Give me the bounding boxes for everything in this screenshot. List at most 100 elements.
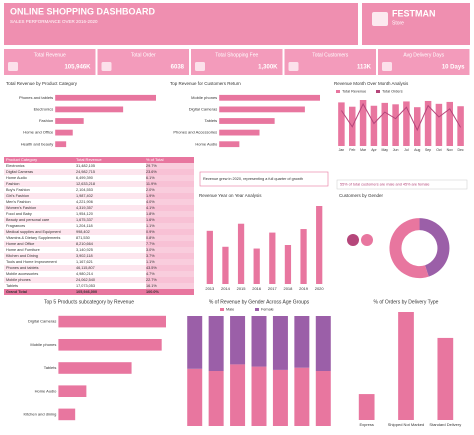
y-tick-label: Electronics bbox=[34, 106, 54, 111]
table-cell: 12,633,218 bbox=[76, 182, 95, 186]
bar bbox=[222, 246, 229, 284]
x-tick-label: 2014 bbox=[221, 286, 231, 291]
table-row-bg bbox=[4, 259, 194, 265]
table-pct-cell bbox=[146, 187, 194, 193]
bar bbox=[219, 118, 275, 124]
kpi-card bbox=[191, 49, 283, 75]
table-pct-cell bbox=[146, 277, 194, 283]
table-cell: Mobile accessories bbox=[6, 272, 38, 276]
table-header: Product Category bbox=[6, 157, 37, 162]
bar bbox=[381, 102, 388, 146]
table-cell: 1,954,120 bbox=[76, 212, 93, 216]
kpi-icon bbox=[382, 62, 392, 71]
kpi-card bbox=[284, 49, 376, 75]
table-pct-cell bbox=[146, 169, 194, 175]
table-cell: Fashion bbox=[6, 182, 20, 186]
bar bbox=[219, 141, 240, 148]
chart-title: Top 5 Products subcategory by Revenue bbox=[44, 299, 134, 305]
table-pct-cell bbox=[146, 265, 194, 271]
table-row-bg bbox=[4, 217, 194, 223]
table-row-bg bbox=[4, 265, 194, 271]
table-cell: 4,221,906 bbox=[76, 200, 93, 204]
table-pct-cell bbox=[146, 217, 194, 223]
bar-segment bbox=[208, 371, 224, 426]
kpi-label: Total Shopping Fee bbox=[215, 52, 258, 58]
table-cell: 6.1% bbox=[146, 176, 155, 180]
bar-segment bbox=[187, 316, 203, 369]
annotation-box bbox=[336, 179, 468, 190]
bar bbox=[437, 337, 454, 420]
table-cell: 4,980,214 bbox=[76, 272, 93, 276]
chart-title: Top Revenue for Customers Return bbox=[170, 81, 241, 86]
table-cell: 1.6% bbox=[146, 218, 155, 222]
kpi-card bbox=[378, 49, 470, 75]
table-cell: Home and Furniture bbox=[6, 248, 40, 252]
x-tick-label: May bbox=[381, 148, 388, 152]
y-tick-label: Health and beauty bbox=[21, 141, 53, 146]
y-tick-label: Home Audio bbox=[195, 141, 218, 146]
table-row-bg bbox=[4, 211, 194, 217]
bar bbox=[253, 248, 260, 284]
x-tick-label: 2013 bbox=[205, 286, 215, 291]
legend-swatch bbox=[220, 308, 224, 311]
table-cell: Fragrances bbox=[6, 224, 25, 228]
table-cell: 105,946,000 bbox=[76, 290, 97, 294]
table-cell: 31,482,105 bbox=[76, 164, 95, 168]
x-tick-label: 2020 bbox=[315, 286, 325, 291]
annotation: Revenue grew in 2020, representing a ful… bbox=[203, 177, 303, 181]
bar-segment bbox=[230, 364, 246, 426]
x-tick-label: Mar bbox=[360, 148, 367, 152]
table-pct-cell bbox=[146, 211, 194, 217]
table-cell: 2.0% bbox=[146, 188, 155, 192]
bar bbox=[316, 206, 323, 284]
table-row-bg bbox=[4, 205, 194, 211]
table-header: Total Revenue bbox=[76, 157, 102, 162]
bar bbox=[358, 394, 375, 420]
table-row-bg bbox=[4, 271, 194, 277]
subtitle: SALES PERFORMANCE OVER 2016-2020 bbox=[10, 19, 98, 24]
x-tick-label: Jun bbox=[393, 148, 399, 152]
table-pct-cell bbox=[146, 253, 194, 259]
bar bbox=[338, 102, 345, 146]
x-tick-label: 2018 bbox=[283, 286, 293, 291]
kpi-icon bbox=[101, 62, 112, 71]
x-tick-label: Express bbox=[359, 422, 373, 427]
kpi-label: Total Revenue bbox=[34, 52, 66, 58]
table-cell: 0.9% bbox=[146, 230, 155, 234]
legend-swatch bbox=[336, 90, 340, 93]
table-cell: 7.7% bbox=[146, 242, 155, 246]
table-cell: 100.0% bbox=[146, 290, 160, 294]
table-cell: Phones and tablets bbox=[6, 266, 39, 270]
bar-segment bbox=[294, 316, 310, 368]
bar-segment bbox=[251, 366, 267, 426]
x-tick-label: Aug bbox=[414, 148, 420, 152]
x-tick-label: Jul bbox=[404, 148, 409, 152]
annotation: 55% of total customers are male and 45% … bbox=[340, 183, 430, 187]
brand-name: FESTMAN bbox=[392, 8, 436, 18]
table-row-bg bbox=[4, 253, 194, 259]
x-tick-label: Apr bbox=[371, 148, 377, 152]
kpi-label: Avg Delivery Days bbox=[403, 52, 444, 58]
bar bbox=[55, 118, 84, 124]
table-row-bg bbox=[4, 199, 194, 205]
line bbox=[341, 102, 462, 132]
table-cell: Vitamins & Dietary Supplements bbox=[6, 236, 60, 240]
table-cell: Digital Cameras bbox=[6, 170, 33, 174]
bar bbox=[457, 106, 464, 146]
bar bbox=[392, 104, 399, 146]
table-cell: Food and Baby bbox=[6, 212, 32, 216]
legend-label: Female bbox=[261, 308, 274, 312]
x-tick-label: 2016 bbox=[252, 286, 262, 291]
bar bbox=[359, 100, 367, 146]
table-cell: 1.9% bbox=[146, 194, 155, 198]
table-cell: Tablets bbox=[6, 284, 18, 288]
chart-title: Customers by Gender bbox=[339, 193, 384, 198]
table-cell: Home and Office bbox=[6, 242, 34, 246]
kpi-icon bbox=[195, 62, 205, 71]
table-cell: 4.7% bbox=[146, 272, 155, 276]
table-pct-cell bbox=[146, 235, 194, 241]
x-tick-label: 2019 bbox=[299, 286, 309, 291]
bar bbox=[55, 94, 157, 101]
x-tick-label: Oct bbox=[436, 148, 441, 152]
y-tick-label: Mobile phones bbox=[30, 342, 56, 347]
